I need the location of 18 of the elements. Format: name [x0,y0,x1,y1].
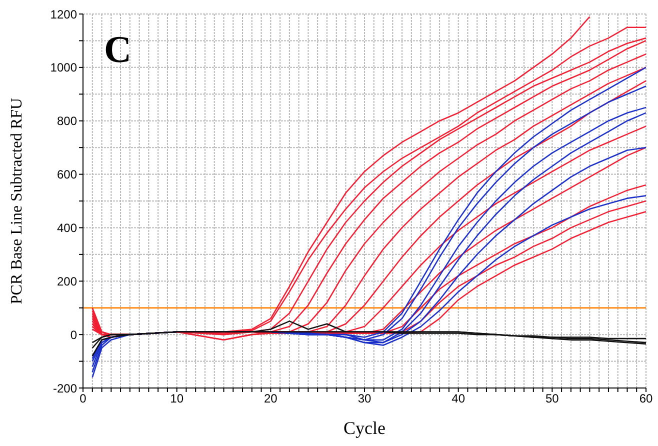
x-tick-label: 40 [452,392,466,406]
y-tick-label: 1000 [50,60,78,75]
x-tick-label: 0 [80,392,87,406]
y-tick-label: 200 [56,274,78,288]
y-tick-label: 0 [70,328,78,342]
x-axis-title: Cycle [344,418,386,438]
y-axis-title: PCR Base Line Subtracted RFU [8,97,26,304]
y-tick-label: 400 [56,220,78,235]
y-tick-label: 1200 [50,7,78,22]
annotation: C [104,29,132,71]
x-tick-label: 50 [545,392,560,406]
x-tick-label: 20 [264,392,278,406]
x-tick-label: 60 [639,392,653,406]
y-tick-label: 600 [56,168,78,182]
y-tick-label: 800 [56,114,78,128]
x-tick-label: 30 [358,392,372,406]
y-tick-label: -200 [52,381,78,396]
x-tick-label: 10 [170,392,184,406]
